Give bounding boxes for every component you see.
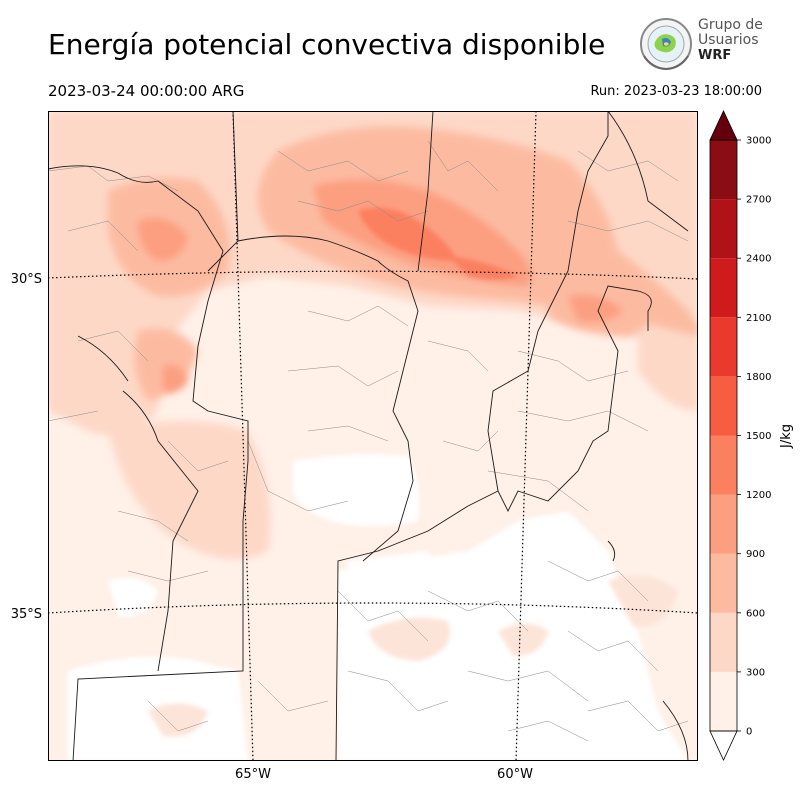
cape-map — [48, 111, 698, 761]
faint-cape-patches — [148, 575, 678, 737]
colorbar-band-0 — [710, 671, 737, 731]
province-boundaries — [48, 111, 689, 761]
colorbar-band-1200 — [710, 435, 737, 495]
colorbar-band-300 — [710, 612, 737, 672]
colorbar-tick-label: 300 — [746, 667, 765, 678]
colorbar-band-1800 — [710, 317, 737, 377]
colorbar-tick-label: 1500 — [746, 431, 771, 442]
map-title: Energía potencial convectiva disponible — [48, 28, 606, 61]
globe-emblem-icon — [640, 18, 692, 71]
colorbar-ticks: 0 300 600 900 1200 1500 1800 2100 2400 2700 3000 — [737, 136, 771, 738]
colorbar-bands — [710, 140, 737, 731]
wrf-users-logo: Grupo de Usuarios WRF — [638, 14, 768, 74]
lon-label-65w: 65°W — [235, 767, 271, 782]
colorbar-tick-label: 2700 — [746, 195, 771, 206]
department-boundaries — [48, 140, 689, 742]
colorbar-unit-label: J/kg — [779, 424, 794, 449]
lat-label-35s: 35°S — [11, 607, 42, 622]
lat-label-30s: 30°S — [11, 272, 42, 287]
colorbar-tick-label: 1800 — [746, 372, 771, 383]
colorbar-band-2400 — [710, 199, 737, 259]
logo-line-2: Usuarios — [698, 32, 759, 48]
logo-line-3: WRF — [698, 48, 732, 63]
colorbar-band-900 — [710, 494, 737, 554]
colorbar-band-2100 — [710, 258, 737, 318]
colorbar-tick-label: 1200 — [746, 490, 771, 501]
colorbar: 0 300 600 900 1200 1500 1800 2100 2400 2700 3000 J… — [709, 110, 794, 761]
colorbar-tick-label: 0 — [746, 727, 752, 738]
lon-label-60w: 60°W — [497, 767, 533, 782]
colorbar-band-1500 — [710, 376, 737, 436]
colorbar-band-2700 — [710, 140, 737, 200]
run-time: Run: 2023-03-23 18:00:00 — [590, 84, 762, 99]
colorbar-under-arrow — [709, 730, 738, 761]
colorbar-over-arrow — [709, 110, 738, 141]
colorbar-band-600 — [710, 553, 737, 613]
colorbar-tick-label: 600 — [746, 608, 765, 619]
cape-1200-contour — [358, 207, 518, 280]
longitude-gridlines — [232, 111, 537, 761]
valid-time: 2023-03-24 00:00:00 ARG — [48, 82, 245, 100]
colorbar-tick-label: 900 — [746, 549, 765, 560]
logo-line-1: Grupo de — [698, 17, 763, 33]
latitude-gridlines — [48, 270, 698, 614]
colorbar-tick-label: 2100 — [746, 313, 771, 324]
map-frame — [48, 111, 698, 761]
colorbar-tick-label: 2400 — [746, 254, 771, 265]
colorbar-tick-label: 3000 — [746, 136, 771, 147]
